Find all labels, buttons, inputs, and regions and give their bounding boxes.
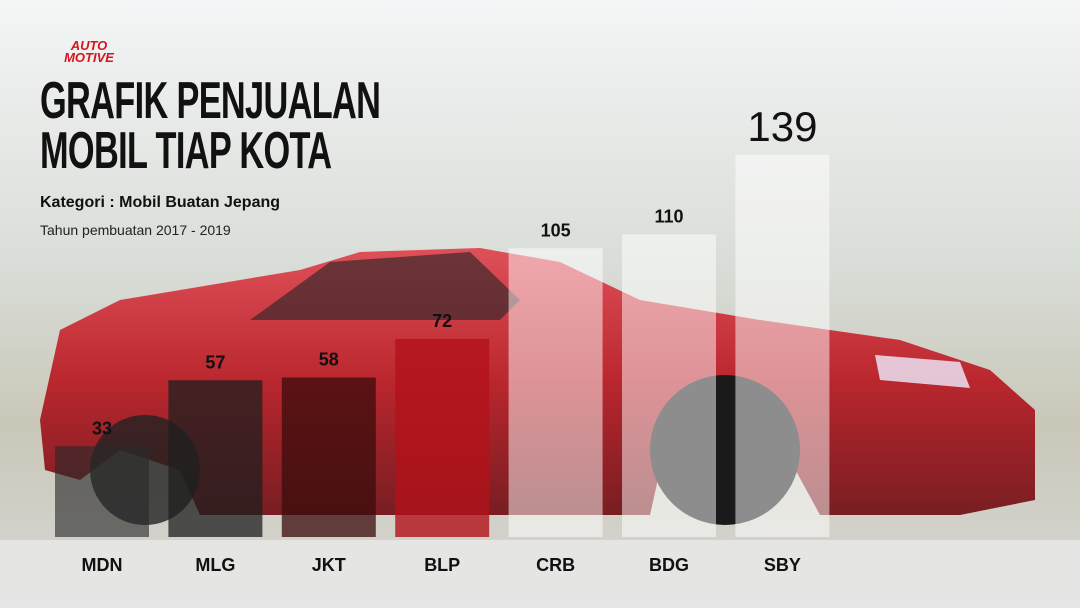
value-label: 105 xyxy=(541,220,571,240)
value-label: 58 xyxy=(319,350,339,370)
subtitle: Kategori : Mobil Buatan Jepang xyxy=(40,194,281,211)
x-tick-label: SBY xyxy=(764,555,801,575)
value-label: 72 xyxy=(432,311,452,331)
value-label: 57 xyxy=(205,352,225,372)
bar xyxy=(281,377,376,537)
logo-line: MOTIVE xyxy=(64,50,114,65)
bar xyxy=(508,248,603,537)
car-headlight xyxy=(875,355,970,388)
note: Tahun pembuatan 2017 - 2019 xyxy=(40,222,231,238)
logo-line: AUTO xyxy=(70,38,108,53)
x-tick-label: BDG xyxy=(649,555,689,575)
logo: AUTO MOTIVE xyxy=(44,38,134,65)
value-label: 110 xyxy=(654,207,683,227)
car-window xyxy=(250,252,520,320)
ground xyxy=(0,540,1080,608)
bar xyxy=(395,339,490,537)
x-tick-label: BLP xyxy=(424,555,460,575)
x-tick-label: MDN xyxy=(82,555,123,575)
bar xyxy=(55,446,149,537)
value-label: 33 xyxy=(92,418,112,438)
value-label: 139 xyxy=(747,103,817,150)
x-tick-label: JKT xyxy=(312,555,346,575)
bar xyxy=(168,380,263,537)
chart-title: GRAFIK PENJUALAN MOBIL TIAP KOTA xyxy=(40,72,381,180)
x-tick-label: CRB xyxy=(536,555,575,575)
bar xyxy=(622,234,716,537)
bar xyxy=(735,154,830,537)
x-tick-label: MLG xyxy=(195,555,235,575)
